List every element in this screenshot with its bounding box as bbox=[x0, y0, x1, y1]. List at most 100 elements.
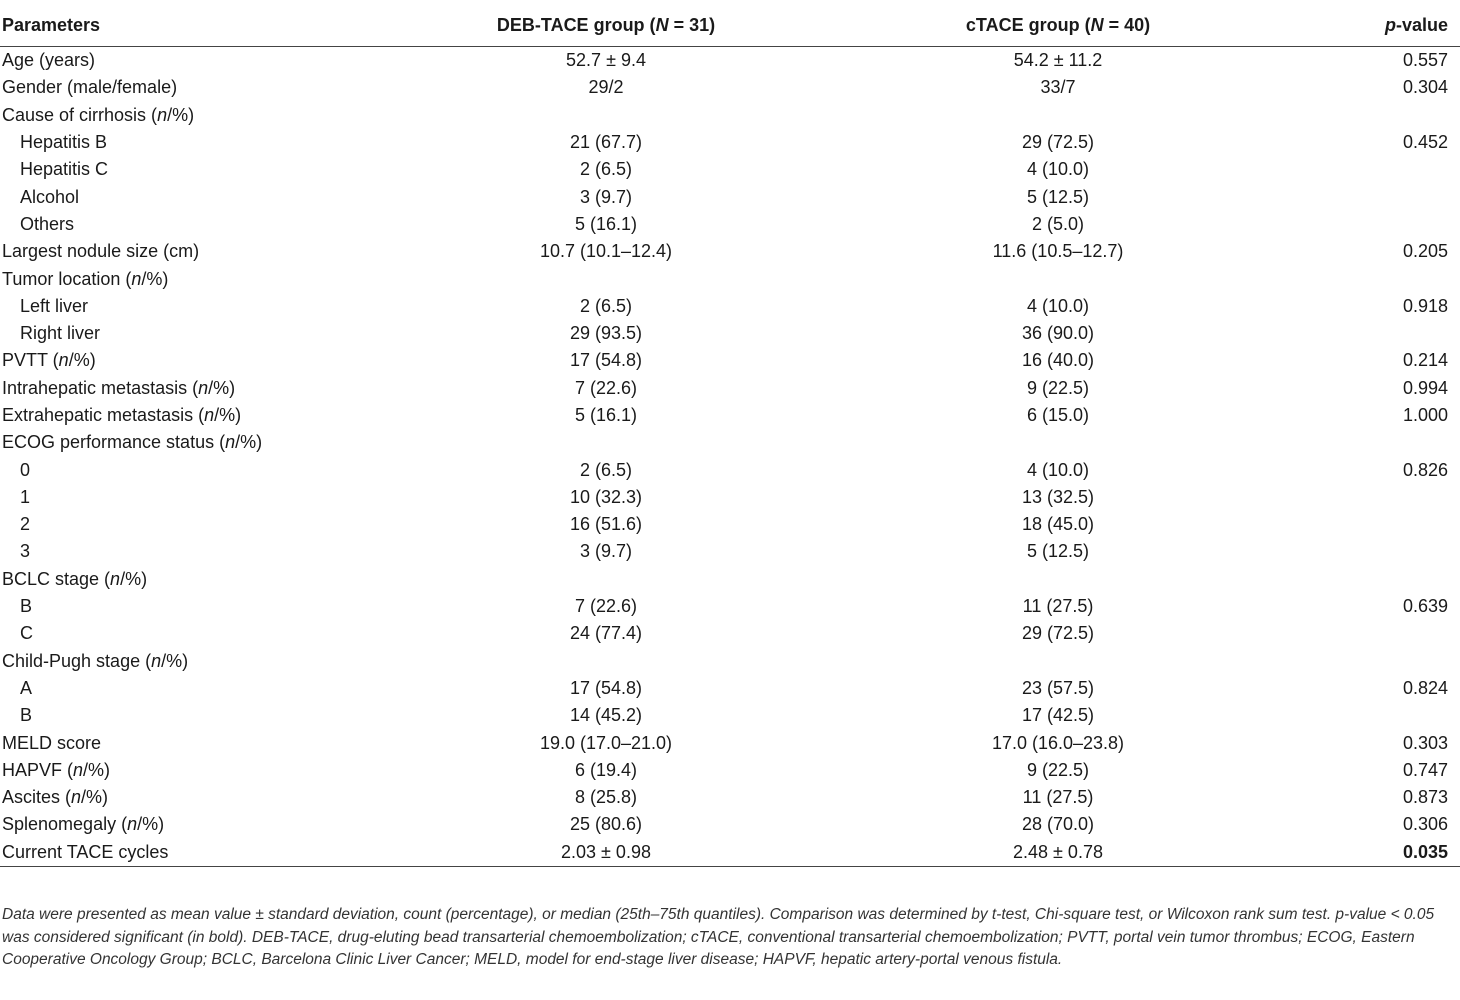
deb-tace-value: 3 (9.7) bbox=[579, 186, 633, 207]
ctace-value: 9 (22.5) bbox=[1026, 377, 1090, 398]
p-value bbox=[1284, 211, 1460, 238]
p-value bbox=[1284, 484, 1460, 511]
parameter-text: Extrahepatic metastasis ( bbox=[2, 405, 205, 425]
row-parameter-label: Alcohol bbox=[0, 183, 380, 210]
row-parameter-label: Gender (male/female) bbox=[0, 74, 380, 101]
deb-tace-value: 5 (16.1) bbox=[574, 213, 638, 234]
deb-tace-value bbox=[380, 265, 832, 292]
header-p-value: p-value bbox=[1284, 4, 1460, 47]
deb-tace-value: 10.7 (10.1–12.4) bbox=[539, 241, 673, 262]
parameter-suffix-text: /%) bbox=[68, 350, 96, 371]
parameter-text: Hepatitis C bbox=[20, 159, 109, 180]
table-row: Splenomegaly (n/%) 25 (80.6) 28 (70.0) 0.30… bbox=[0, 811, 1460, 838]
parameter-text: Splenomegaly ( bbox=[2, 814, 128, 835]
row-parameter-label: Others bbox=[0, 211, 380, 238]
p-value bbox=[1284, 648, 1460, 675]
p-value bbox=[1284, 566, 1460, 593]
ctace-value: 2.48 ± 0.78 bbox=[832, 838, 1284, 867]
table-row: Alcohol 3 (9.7) 5 (12.5) bbox=[0, 183, 1460, 210]
parameter-text: Current TACE cycles bbox=[2, 841, 169, 862]
parameter-italic-text: n bbox=[225, 432, 236, 453]
table-row: Intrahepatic metastasis (n/%) 7 (22.6) 9 (… bbox=[0, 375, 1460, 402]
p-value bbox=[1284, 429, 1460, 456]
p-value: 0.306 bbox=[1402, 814, 1448, 835]
table-row: Others 5 (16.1) 2 (5.0) bbox=[0, 211, 1460, 238]
table-row: Tumor location (n/%) bbox=[0, 265, 1460, 292]
row-parameter-label: Ascites (n/%) bbox=[0, 784, 380, 811]
table-row: Ascites (n/%) 8 (25.8) 11 (27.5) 0.873 bbox=[0, 784, 1460, 811]
p-value bbox=[1284, 620, 1460, 647]
table-row: Child-Pugh stage (n/%) bbox=[0, 648, 1460, 675]
row-parameter-label: Extrahepatic metastasis (n/%) bbox=[0, 402, 380, 429]
ctace-value bbox=[832, 566, 1284, 593]
ctace-value: 4 (10.0) bbox=[1026, 459, 1090, 480]
p-value: 0.994 bbox=[1402, 377, 1448, 398]
deb-tace-value: 2 (6.5) bbox=[579, 159, 633, 180]
table-row: Left liver 2 (6.5) 4 (10.0) 0.918 bbox=[0, 293, 1460, 320]
parameter-text: Right liver bbox=[20, 323, 101, 344]
ctace-value: 5 (12.5) bbox=[1026, 541, 1090, 562]
parameter-text: ECOG performance status ( bbox=[2, 432, 226, 453]
parameter-suffix-text: /%) bbox=[137, 814, 165, 835]
table-row: Hepatitis C 2 (6.5) 4 (10.0) bbox=[0, 156, 1460, 183]
p-value: 0.824 bbox=[1402, 677, 1448, 698]
row-parameter-label: Hepatitis C bbox=[0, 156, 380, 183]
header-row: Parameters DEB-TACE group (N = 31) cTACE… bbox=[0, 4, 1460, 47]
ctace-value: 18 (45.0) bbox=[1021, 514, 1095, 535]
p-value: 0.452 bbox=[1402, 132, 1448, 153]
ctace-value: 23 (57.5) bbox=[1021, 677, 1095, 698]
deb-tace-value: 24 (77.4) bbox=[569, 623, 643, 644]
table-row: B 14 (45.2) 17 (42.5) bbox=[0, 702, 1460, 729]
parameter-italic-text: n bbox=[58, 350, 69, 371]
p-value: 0.747 bbox=[1402, 759, 1448, 780]
p-value bbox=[1284, 265, 1460, 292]
ctace-value: 28 (70.0) bbox=[1021, 814, 1095, 835]
parameter-italic-text: n bbox=[157, 104, 168, 125]
parameter-italic-text: n bbox=[131, 268, 142, 289]
p-value: 0.873 bbox=[1402, 787, 1448, 808]
ctace-value: 29 (72.5) bbox=[1021, 132, 1095, 153]
deb-tace-value: 3 (9.7) bbox=[579, 541, 633, 562]
table-header: Parameters DEB-TACE group (N = 31) cTACE… bbox=[0, 4, 1460, 47]
p-value bbox=[1284, 538, 1460, 565]
parameter-suffix-text: /%) bbox=[83, 759, 111, 780]
parameter-suffix-text: /%) bbox=[141, 268, 169, 289]
p-value: 0.205 bbox=[1402, 241, 1448, 262]
deb-tace-value: 52.7 ± 9.4 bbox=[566, 50, 646, 71]
parameter-text: MELD score bbox=[2, 732, 102, 753]
parameter-text: 0 bbox=[20, 459, 31, 480]
deb-tace-value: 29 (93.5) bbox=[569, 323, 643, 344]
p-value bbox=[1284, 102, 1460, 129]
parameter-text: Age (years) bbox=[2, 50, 96, 71]
table-row: Cause of cirrhosis (n/%) bbox=[0, 102, 1460, 129]
p-value: 0.557 bbox=[1402, 50, 1448, 71]
row-parameter-label: Cause of cirrhosis (n/%) bbox=[0, 102, 380, 129]
parameter-text: HAPVF ( bbox=[2, 759, 74, 780]
parameter-text: Intrahepatic metastasis ( bbox=[2, 377, 199, 398]
p-value: 0.918 bbox=[1402, 295, 1448, 316]
ctace-value: 4 (10.0) bbox=[1026, 295, 1090, 316]
table-row: B 7 (22.6) 11 (27.5) 0.639 bbox=[0, 593, 1460, 620]
parameter-text: Alcohol bbox=[20, 186, 80, 207]
parameter-italic-text: n bbox=[151, 650, 162, 671]
deb-tace-value: 17 (54.8) bbox=[569, 350, 643, 371]
p-value bbox=[1284, 183, 1460, 210]
deb-tace-value: 7 (22.6) bbox=[574, 377, 638, 398]
parameter-text: 2 bbox=[20, 514, 31, 535]
table-row: HAPVF (n/%) 6 (19.4) 9 (22.5) 0.747 bbox=[0, 757, 1460, 784]
row-parameter-label: Right liver bbox=[0, 320, 380, 347]
table-row: PVTT (n/%) 17 (54.8) 16 (40.0) 0.214 bbox=[0, 347, 1460, 374]
parameter-text: PVTT ( bbox=[2, 350, 59, 371]
row-parameter-label: B bbox=[0, 593, 380, 620]
deb-tace-value: 17 (54.8) bbox=[569, 677, 643, 698]
header-parameters: Parameters bbox=[0, 4, 380, 47]
ctace-value: 6 (15.0) bbox=[1026, 405, 1090, 425]
parameter-suffix-text: /%) bbox=[81, 787, 109, 808]
deb-tace-value bbox=[380, 429, 832, 456]
row-parameter-label: Left liver bbox=[0, 293, 380, 320]
deb-tace-value: 5 (16.1) bbox=[574, 405, 638, 425]
table-row: C 24 (77.4) 29 (72.5) bbox=[0, 620, 1460, 647]
parameter-text: Others bbox=[20, 213, 75, 234]
table-row: 0 2 (6.5) 4 (10.0) 0.826 bbox=[0, 456, 1460, 483]
